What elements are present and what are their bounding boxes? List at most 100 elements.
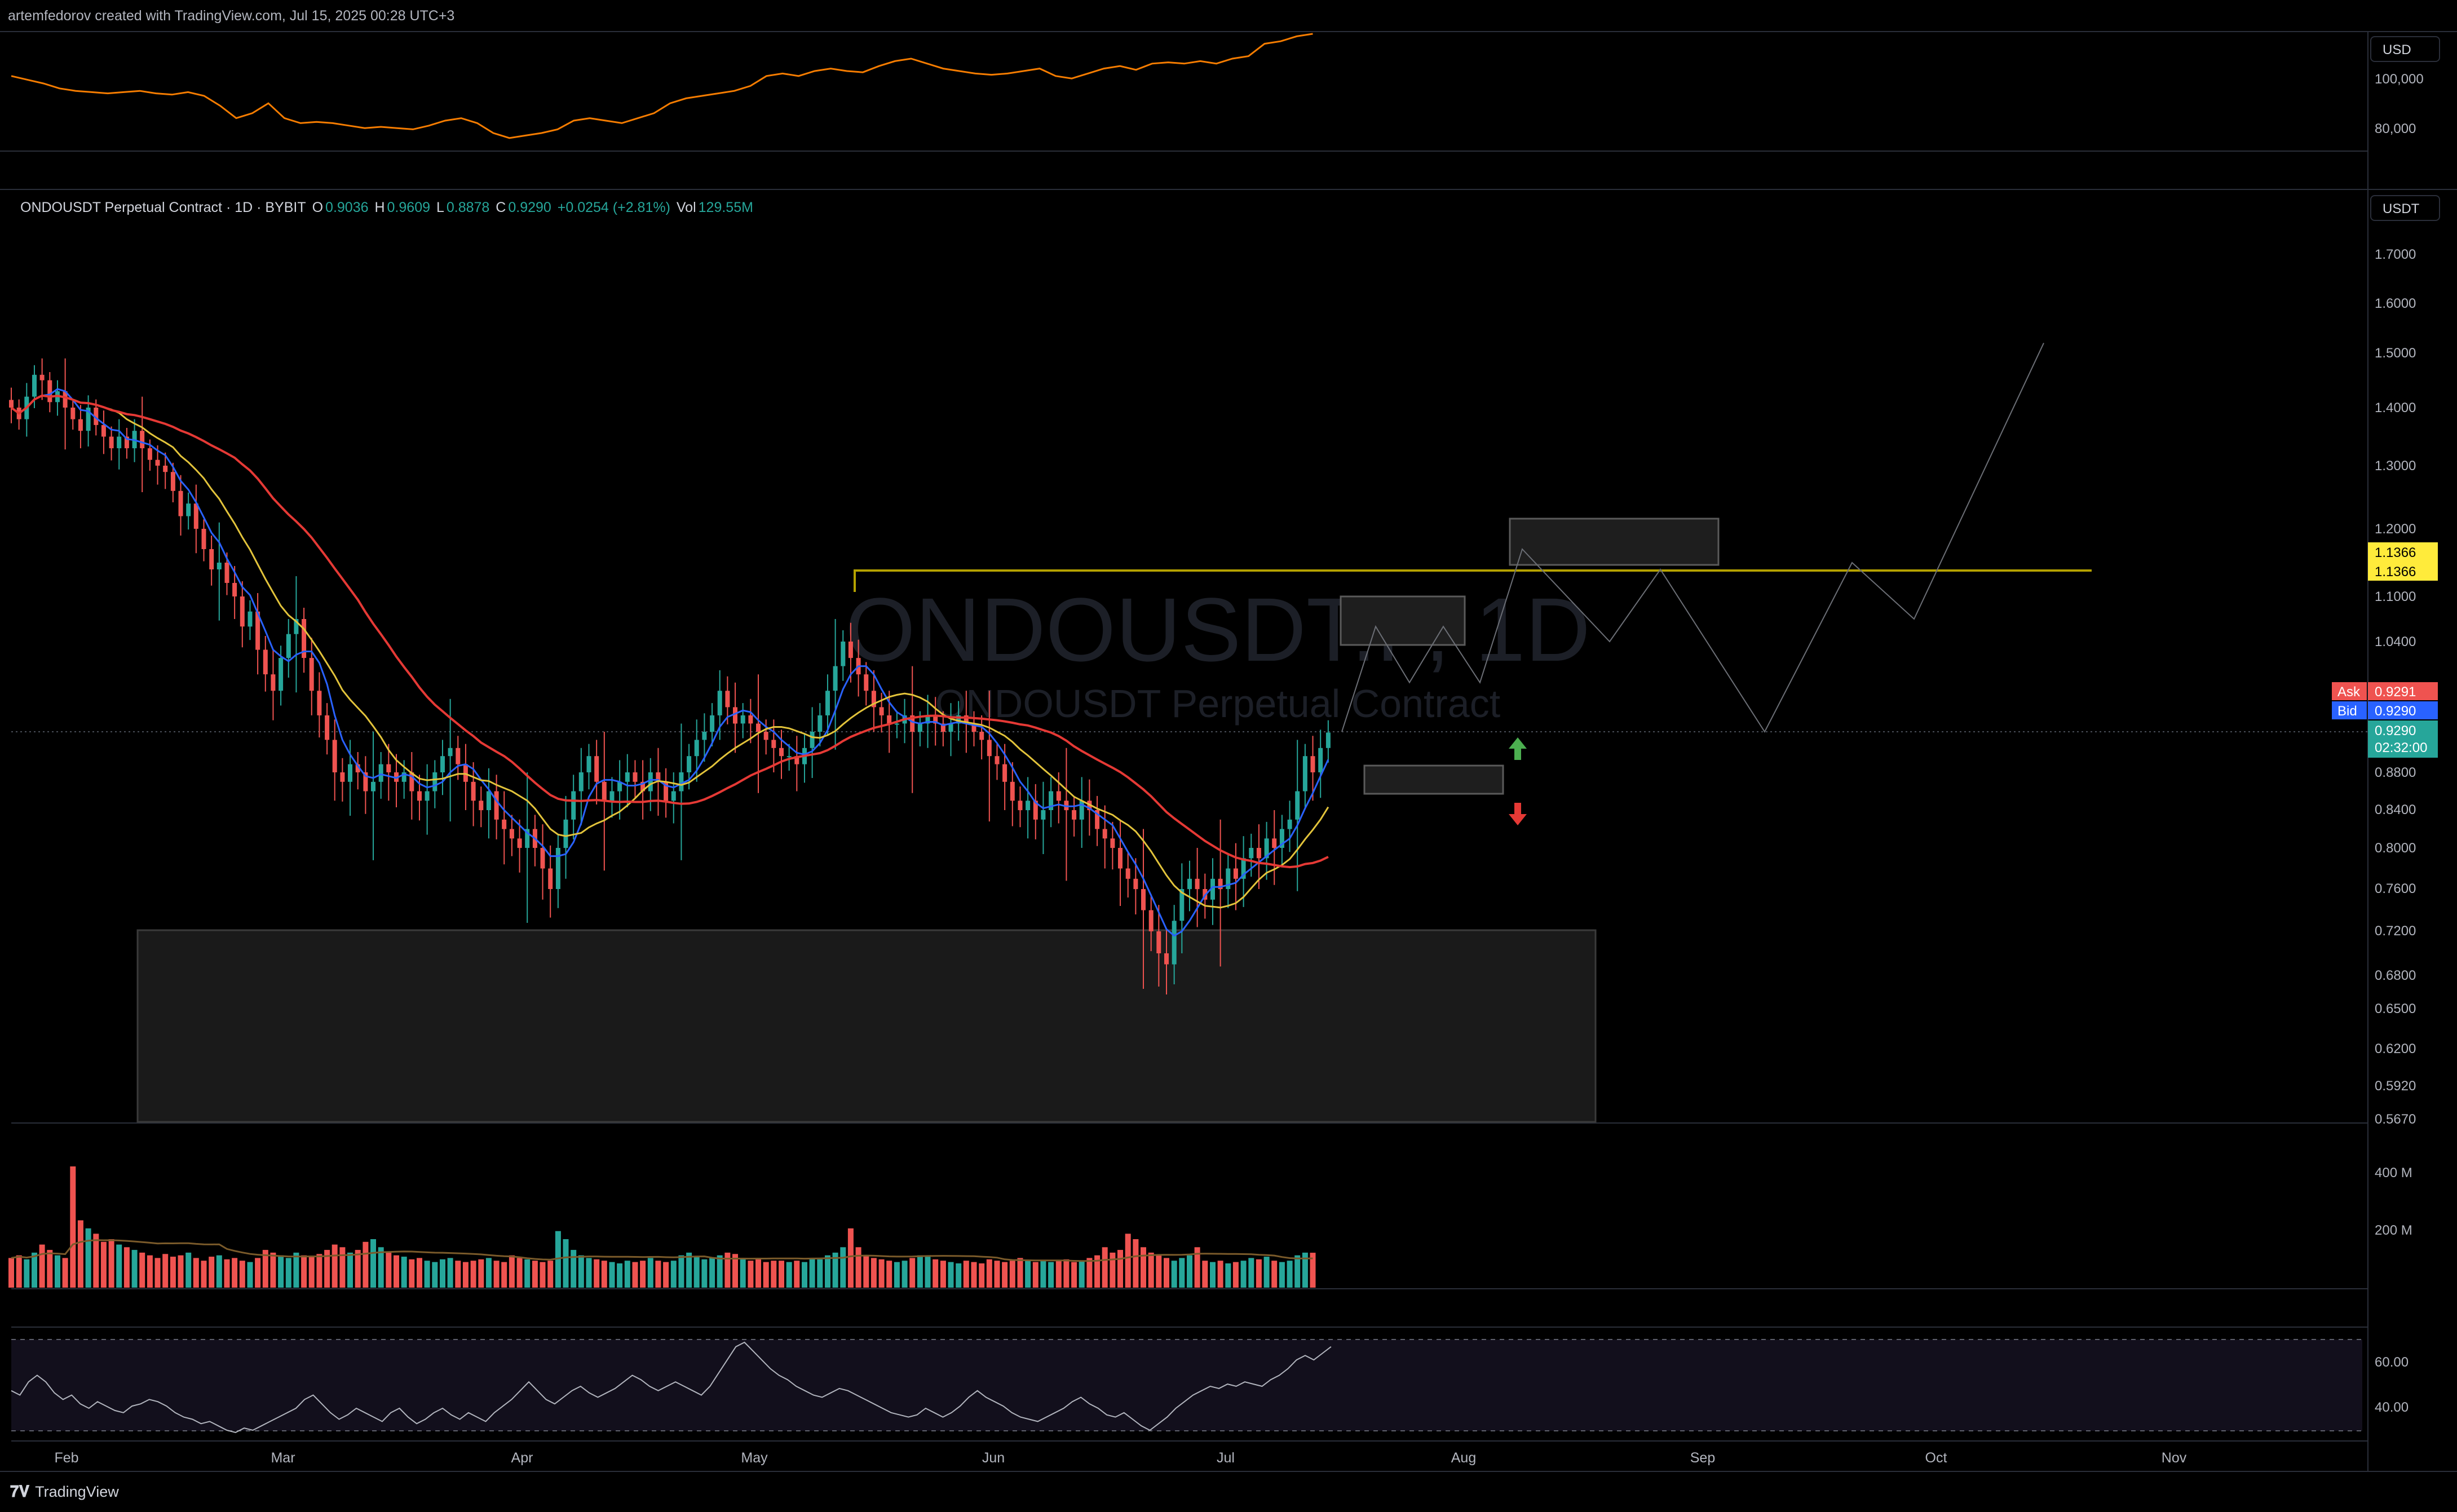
candle-body — [86, 408, 91, 431]
time-tick: Jul — [1217, 1450, 1235, 1466]
candle-body — [948, 723, 953, 732]
candle-body — [702, 732, 707, 740]
candle-body — [733, 707, 737, 724]
volume-bar — [994, 1261, 1000, 1288]
candle-body — [1049, 791, 1054, 810]
candle-body — [1095, 810, 1100, 829]
candle-body — [848, 642, 853, 658]
price-labels: 1.1366 1.1366 Ask 0.9291 Bid 0.9290 0.92… — [2332, 542, 2438, 758]
btc-currency-button[interactable]: USD — [2370, 36, 2440, 62]
volume-bar — [301, 1255, 307, 1288]
candle-body — [887, 715, 892, 724]
btc-price-line — [11, 33, 1313, 139]
candle-body — [363, 772, 368, 792]
candle-body — [602, 781, 607, 801]
volume-bar — [925, 1257, 931, 1288]
price-tick: 0.6800 — [2375, 968, 2416, 983]
main-currency-button[interactable]: USDT — [2370, 195, 2440, 221]
volume-bar — [863, 1255, 869, 1288]
ask-label-bg — [2332, 682, 2367, 700]
candle-body — [779, 748, 784, 757]
candle-body — [956, 715, 961, 724]
footer-branding[interactable]: 𝟕𝐕 TradingView — [10, 1483, 119, 1501]
symbol-legend[interactable]: ONDOUSDT Perpetual Contract · 1D · BYBIT… — [20, 200, 755, 216]
candle-body — [763, 732, 768, 740]
candle-body — [1195, 878, 1200, 890]
volume-bar — [270, 1252, 276, 1288]
volume-bar — [832, 1252, 838, 1288]
legend-open-value: 0.9036 — [325, 200, 369, 215]
volume-bar — [39, 1244, 45, 1288]
btc-tick: 100,000 — [2375, 72, 2424, 87]
volume-bar — [485, 1258, 492, 1288]
volume-axis: 400 M 200 M — [2375, 1165, 2412, 1238]
volume-bar — [363, 1241, 369, 1288]
legend-symbol[interactable]: ONDOUSDT Perpetual Contract · 1D · BYBIT — [20, 200, 306, 215]
target-box-upper[interactable] — [1509, 518, 1720, 566]
volume-bar — [147, 1255, 153, 1288]
volume-bar — [432, 1262, 438, 1288]
volume-bar — [1017, 1258, 1023, 1288]
volume-bar — [1217, 1261, 1223, 1288]
volume-bar — [809, 1258, 815, 1288]
demand-zone[interactable] — [136, 929, 1597, 1123]
level-label-2: 1.1366 — [2375, 564, 2416, 580]
candle-body — [355, 764, 360, 772]
volume-bar — [501, 1262, 507, 1288]
candle-body — [540, 848, 545, 869]
candle-body — [302, 619, 307, 658]
candle-body — [1272, 838, 1277, 848]
ma-slow-line — [10, 394, 1329, 869]
time-tick: Oct — [1925, 1450, 1947, 1466]
volume-bar — [201, 1261, 207, 1288]
level-label-bg — [2368, 542, 2438, 562]
time-tick: Mar — [271, 1450, 295, 1466]
last-price-value: 0.9290 — [2375, 723, 2416, 739]
tradingview-logo-icon: 𝟕𝐕 — [10, 1483, 30, 1500]
candle-body — [340, 772, 345, 782]
candle-body — [209, 549, 214, 569]
candle-body — [964, 715, 969, 724]
pane-separators — [0, 31, 2457, 1472]
volume-bar — [933, 1259, 939, 1288]
volume-bar — [1164, 1258, 1169, 1288]
candle-body — [786, 756, 792, 758]
resistance-line[interactable] — [854, 569, 2092, 592]
candle-body — [479, 801, 484, 811]
target-box-lower[interactable] — [1363, 764, 1504, 795]
volume-bar — [193, 1258, 199, 1288]
volume-bar — [386, 1252, 392, 1288]
candle-body — [224, 563, 229, 583]
price-tick: 1.3000 — [2375, 458, 2416, 474]
volume-ma-line — [11, 1239, 1313, 1262]
candle-body — [155, 459, 160, 466]
candle-body — [1033, 801, 1038, 820]
volume-bar — [609, 1262, 615, 1288]
candle-body — [417, 791, 422, 801]
target-box-mid[interactable] — [1340, 595, 1466, 646]
candle-body — [1187, 878, 1192, 890]
volume-bar — [693, 1257, 700, 1288]
volume-bar — [1063, 1259, 1070, 1288]
arrow-down-icon — [1509, 803, 1527, 825]
price-tick: 1.1000 — [2375, 589, 2416, 604]
candle-body — [517, 838, 522, 848]
drawings — [11, 518, 2368, 1123]
candle-body — [1172, 921, 1177, 965]
legend-low-value: 0.8878 — [446, 200, 490, 215]
candle-body — [263, 649, 268, 675]
level-label-1: 1.1366 — [2375, 545, 2416, 560]
candle-body — [817, 715, 823, 732]
candle-body — [1125, 868, 1130, 879]
candle-body — [371, 781, 375, 792]
price-tick: 0.7200 — [2375, 923, 2416, 939]
volume-bar — [786, 1262, 792, 1288]
candle-body — [771, 740, 776, 748]
volume-bar — [424, 1261, 430, 1288]
volume-bar — [394, 1255, 399, 1288]
volume-bar — [93, 1234, 99, 1288]
candle-body — [101, 425, 106, 437]
candle-body — [871, 691, 876, 708]
rsi-line — [11, 1341, 1332, 1433]
volume-bar — [847, 1228, 854, 1288]
